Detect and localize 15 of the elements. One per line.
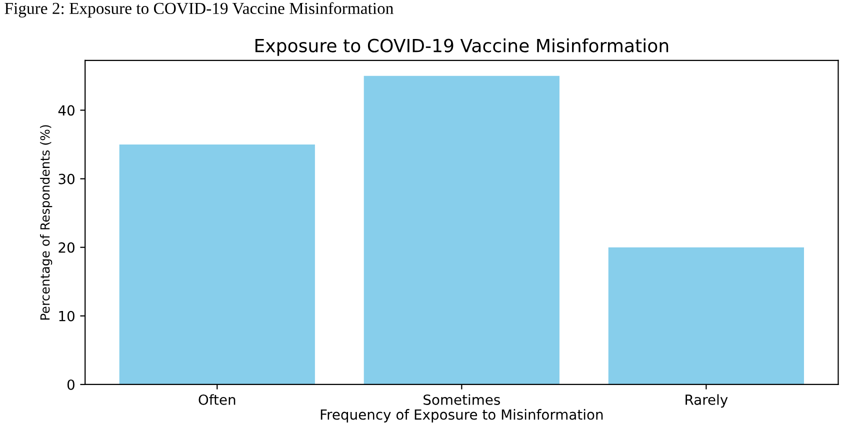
x-tick-label: Sometimes bbox=[424, 394, 500, 405]
x-tick-label: Rarely bbox=[686, 394, 728, 408]
bar bbox=[364, 76, 560, 384]
caption: Figure 2: Exposure to COVID-19 Vaccine Misinformation bbox=[4, 2, 394, 18]
bar bbox=[119, 144, 315, 384]
x-axis-title: Frequency of Exposure to Misinformation bbox=[320, 409, 603, 422]
y-tick-label: 20 bbox=[58, 242, 74, 253]
y-tick-label: 40 bbox=[58, 105, 74, 116]
bar bbox=[608, 247, 804, 384]
chart-title: Exposure to COVID-19 Vaccine Misinformation bbox=[256, 38, 668, 56]
x-tick-label: Often bbox=[198, 394, 236, 405]
y-axis-title: Percentage of Respondents (%) bbox=[40, 125, 52, 320]
y-tick-label: 10 bbox=[59, 310, 74, 322]
y-tick-label: 0 bbox=[67, 379, 74, 390]
y-tick-label: 30 bbox=[58, 174, 74, 184]
